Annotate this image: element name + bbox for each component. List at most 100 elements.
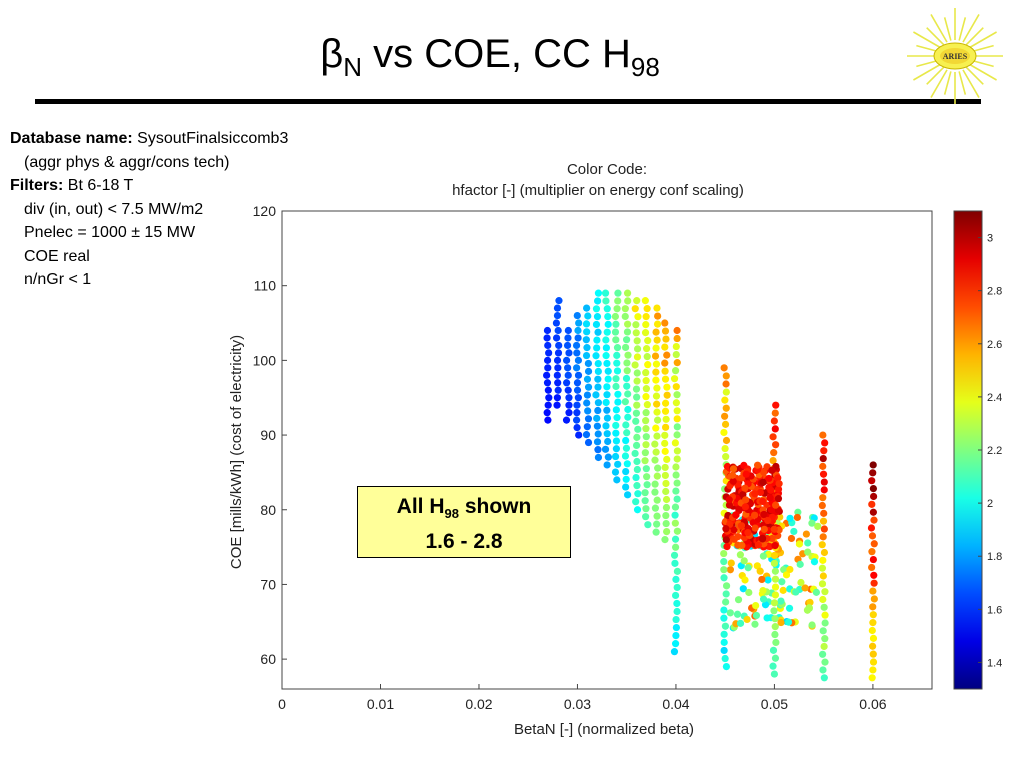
data-point xyxy=(819,595,827,604)
data-point xyxy=(564,364,572,372)
data-point xyxy=(642,441,650,449)
data-point xyxy=(804,539,812,547)
data-point xyxy=(653,432,661,440)
logo-text: ARIES xyxy=(943,52,968,61)
y-tick-label: 120 xyxy=(253,203,277,219)
data-point xyxy=(543,409,551,417)
data-point xyxy=(642,433,650,441)
data-point xyxy=(623,460,631,468)
data-point xyxy=(745,588,753,597)
data-point xyxy=(651,352,660,360)
data-point xyxy=(642,425,650,433)
logo-ray xyxy=(958,71,967,95)
data-point xyxy=(592,352,600,360)
data-point xyxy=(643,473,651,481)
data-point xyxy=(868,626,876,635)
data-point xyxy=(594,406,602,415)
data-point xyxy=(821,619,829,627)
data-point xyxy=(759,595,768,603)
filter-line: Pnelec = 1000 ± 15 MW xyxy=(24,224,196,241)
data-point xyxy=(644,361,652,369)
data-point xyxy=(796,560,804,568)
logo-ray xyxy=(958,17,967,41)
x-tick-label: 0.01 xyxy=(367,696,394,712)
data-point xyxy=(870,579,878,587)
data-point xyxy=(671,511,679,519)
data-point xyxy=(751,620,759,628)
data-point xyxy=(766,494,774,502)
data-point xyxy=(756,567,764,575)
data-point xyxy=(543,356,552,364)
y-axis-label: COE [mills/kWh] (cost of electricity) xyxy=(228,335,245,569)
data-point xyxy=(672,342,680,351)
x-tick-label: 0 xyxy=(278,696,286,712)
data-point xyxy=(725,496,733,504)
data-point xyxy=(633,353,642,361)
data-point xyxy=(572,416,581,424)
data-point xyxy=(612,336,620,344)
data-point xyxy=(554,349,563,357)
data-point xyxy=(869,461,877,469)
data-point xyxy=(721,420,730,428)
data-point xyxy=(612,320,620,328)
x-tick-label: 0.05 xyxy=(761,696,788,712)
data-point xyxy=(641,457,649,465)
data-point xyxy=(869,658,878,666)
data-point xyxy=(621,398,629,406)
data-point xyxy=(821,635,829,643)
data-point xyxy=(622,421,630,429)
data-point xyxy=(771,567,779,575)
data-point xyxy=(814,522,822,530)
data-point xyxy=(612,382,620,391)
data-point xyxy=(808,519,816,527)
data-point xyxy=(633,337,641,345)
data-point xyxy=(624,405,632,414)
data-point xyxy=(867,524,876,532)
data-point xyxy=(624,297,632,305)
data-point xyxy=(642,313,650,321)
data-point xyxy=(870,571,878,579)
data-point xyxy=(662,415,670,423)
data-point xyxy=(661,343,669,351)
data-point xyxy=(738,541,746,549)
data-point xyxy=(552,334,561,342)
logo-ray xyxy=(913,31,942,49)
colorbar-tick-label: 3 xyxy=(987,233,993,245)
aries-logo: ARIES xyxy=(907,8,1003,104)
data-point xyxy=(759,552,767,560)
data-point xyxy=(651,440,659,448)
data-point xyxy=(583,304,591,312)
data-point xyxy=(661,536,669,544)
data-point xyxy=(624,390,632,398)
data-point xyxy=(723,543,731,551)
data-point xyxy=(770,551,779,560)
data-point xyxy=(624,320,632,328)
data-point xyxy=(653,496,661,504)
data-point xyxy=(573,401,581,409)
data-point xyxy=(734,532,742,541)
data-point xyxy=(728,471,737,479)
data-point xyxy=(584,407,592,415)
data-point xyxy=(623,289,632,297)
data-point xyxy=(593,313,602,321)
data-point xyxy=(553,401,561,409)
data-point xyxy=(621,452,630,460)
data-point xyxy=(770,559,779,567)
data-point xyxy=(643,401,651,409)
db-value: SysoutFinalsiccomb3 xyxy=(137,130,289,147)
data-point xyxy=(870,516,878,524)
data-point xyxy=(662,335,670,343)
data-point xyxy=(663,351,671,359)
data-point xyxy=(661,359,669,367)
data-point xyxy=(790,527,798,536)
data-point xyxy=(555,341,563,350)
data-point xyxy=(564,386,572,394)
data-point xyxy=(543,334,551,342)
data-point xyxy=(673,567,682,575)
data-point xyxy=(754,541,762,549)
data-point xyxy=(653,416,662,424)
data-point xyxy=(722,436,731,445)
data-point xyxy=(774,495,783,503)
data-point xyxy=(633,345,642,353)
